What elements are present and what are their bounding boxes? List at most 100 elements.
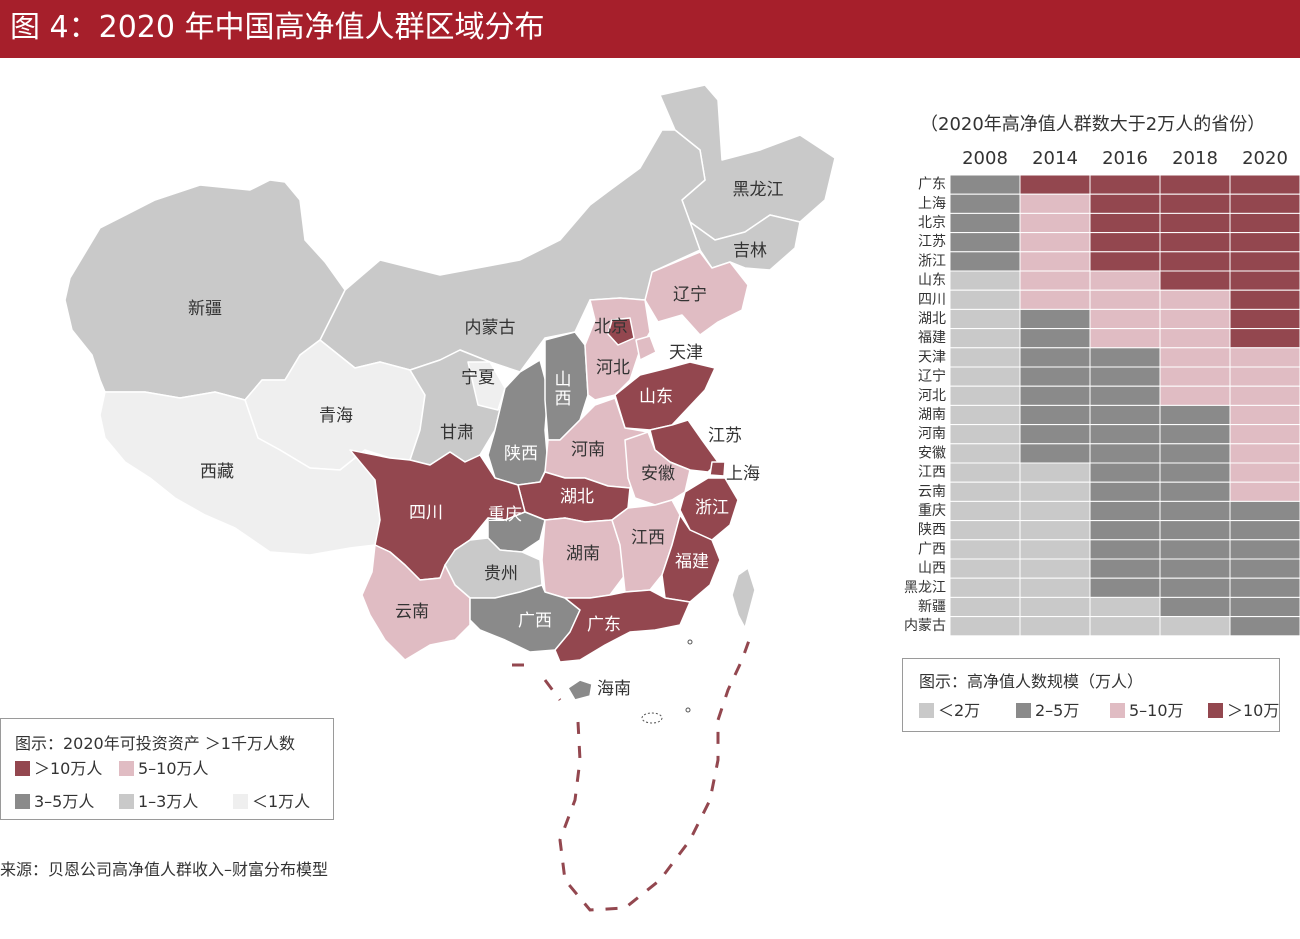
label-hubei: 湖北 [560, 487, 594, 507]
heatmap-cell [1229, 539, 1300, 560]
heatmap-cell [1089, 443, 1161, 464]
legend-swatch [1016, 703, 1031, 718]
heatmap-cell [1159, 500, 1231, 522]
label-anhui: 安徽 [641, 464, 675, 484]
legend-label: 1–3万人 [138, 792, 199, 811]
heatmap-cell [949, 366, 1021, 387]
heatmap-cell [1229, 443, 1300, 464]
heatmap-cell [949, 539, 1021, 560]
legend-label: ＞10万 [1227, 701, 1280, 720]
region-taiwan [731, 567, 756, 629]
heatmap-legend-title: 图示：高净值人数规模（万人） [919, 672, 1144, 691]
heatmap-legend-item: ＜2万 [919, 701, 980, 721]
heatmap-cell [1159, 193, 1231, 214]
heatmap-row-label: 天津 [918, 349, 946, 365]
label-tianjin: 天津 [669, 343, 703, 363]
heatmap-legend: 图示：高净值人数规模（万人） ＜2万 2–5万 5–10万 ＞10万 [902, 658, 1280, 732]
heatmap-cell [1159, 308, 1231, 330]
legend-swatch [15, 761, 30, 776]
heatmap-cell [1159, 328, 1231, 349]
heatmap-cell [1019, 174, 1091, 195]
heatmap-legend-item: 2–5万 [1016, 701, 1079, 721]
heatmap-row-label: 福建 [918, 330, 946, 346]
heatmap-cell [1089, 520, 1161, 541]
region-shaanxi [487, 359, 549, 486]
heatmap-subtitle: （2020年高净值人群数大于2万人的省份） [920, 114, 1266, 135]
region-zhejiang [679, 477, 739, 541]
heatmap-row-label: 湖南 [918, 407, 946, 423]
legend-label: 3–5万人 [34, 792, 95, 811]
heatmap-cell [1019, 424, 1091, 445]
heatmap-row-label: 上海 [918, 196, 946, 212]
heatmap-cell [1159, 577, 1231, 598]
label-ningxia: 宁夏 [461, 368, 495, 388]
heatmap-cell [1229, 347, 1300, 368]
heatmap-cell [949, 174, 1021, 195]
heatmap-cell [949, 232, 1021, 253]
heatmap-cell [1229, 251, 1300, 272]
heatmap-cell [1229, 462, 1300, 483]
legend-label: ＜1万人 [252, 792, 311, 811]
heatmap-cell [949, 481, 1021, 502]
label-guizhou: 贵州 [484, 564, 518, 584]
heatmap-chart: 2008 2014 2016 2018 2020 广东上海北京江苏浙江山东四川湖北福建天津… [904, 148, 1300, 637]
heatmap-cell [1089, 404, 1161, 426]
heatmap-cell [949, 520, 1021, 541]
heatmap-cell [1229, 270, 1300, 291]
heatmap-cell [1159, 481, 1231, 502]
heatmap-row-label: 安徽 [918, 445, 946, 461]
heatmap-cell [1159, 539, 1231, 560]
heatmap-cell [1089, 462, 1161, 483]
heatmap-cell [1229, 232, 1300, 253]
heatmap-cell [1089, 347, 1161, 368]
label-shaanxi: 陕西 [504, 444, 538, 464]
legend-label: 5–10万 [1129, 701, 1184, 720]
map-legend-item: 1–3万人 [119, 792, 198, 812]
label-gansu: 甘肃 [440, 423, 474, 443]
heatmap-cell [949, 443, 1021, 464]
heatmap-cell [1159, 174, 1231, 195]
label-beijing: 北京 [594, 317, 628, 337]
heatmap-row-label: 四川 [918, 292, 946, 308]
heatmap-cell [1159, 251, 1231, 272]
heatmap-cell [1159, 616, 1231, 637]
page-title: 图 4：2020 年中国高净值人群区域分布 [10, 10, 545, 45]
heatmap-cell [1019, 251, 1091, 272]
heatmap-row-label: 河北 [918, 388, 946, 404]
heatmap-cell [1089, 577, 1161, 598]
heatmap-cell [1019, 596, 1091, 618]
region-hebei [584, 297, 651, 401]
title-bar: 图 4：2020 年中国高净值人群区域分布 [0, 0, 1300, 58]
label-xizang: 西藏 [200, 462, 234, 482]
heatmap-cell [1089, 616, 1161, 637]
heatmap-cell [1159, 443, 1231, 464]
legend-swatch [119, 794, 134, 809]
heatmap-cell [949, 404, 1021, 426]
heatmap-cell [1089, 385, 1161, 406]
heatmap-row-label: 内蒙古 [904, 618, 946, 634]
heatmap-cell [949, 193, 1021, 214]
heatmap-cell [1229, 596, 1300, 618]
heatmap-row-label: 江苏 [918, 234, 946, 250]
heatmap-cell [1229, 558, 1300, 579]
heatmap-cell [1229, 520, 1300, 541]
heatmap-row-label: 江西 [918, 465, 946, 481]
region-ningxia [467, 361, 506, 411]
legend-swatch [1110, 703, 1125, 718]
heatmap-col-label: 2016 [1102, 148, 1148, 169]
heatmap-row-label: 陕西 [918, 522, 946, 538]
heatmap-row-label: 广东 [918, 177, 946, 193]
label-hunan: 湖南 [566, 544, 600, 564]
label-yunnan: 云南 [395, 602, 429, 622]
heatmap-row-label: 浙江 [918, 253, 946, 269]
label-sichuan: 四川 [409, 503, 443, 523]
legend-swatch [15, 794, 30, 809]
heatmap-cell [1019, 308, 1091, 330]
heatmap-cell [1019, 481, 1091, 502]
region-shanghai [709, 461, 726, 477]
label-chongqing: 重庆 [488, 505, 522, 525]
heatmap-cell [1089, 289, 1161, 310]
heatmap-cell [1019, 347, 1091, 368]
heatmap-row-label: 新疆 [918, 599, 946, 615]
heatmap-cell [949, 424, 1021, 445]
